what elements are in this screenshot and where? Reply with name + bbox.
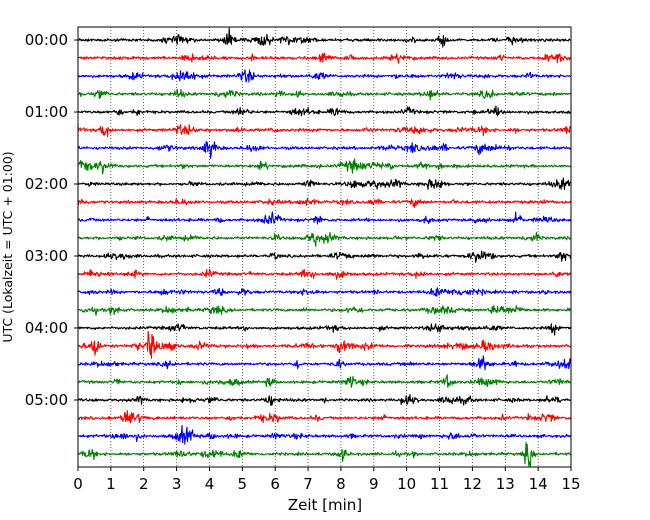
y-axis-ticks: 00:00 01:00 02:00 03:00 04:00 05:00	[25, 31, 78, 409]
y-tick-label: 05:00	[25, 391, 68, 409]
seismogram-trace	[77, 211, 572, 225]
x-tick-label: 10	[397, 475, 416, 493]
x-tick-label: 6	[270, 475, 280, 493]
seismogram-trace	[77, 124, 572, 138]
seismogram-trace	[77, 27, 572, 48]
x-tick-label: 7	[303, 475, 313, 493]
x-tick-label: 4	[205, 475, 215, 493]
x-tick-label: 11	[430, 475, 449, 493]
y-tick-label: 01:00	[25, 103, 68, 121]
seismogram-trace	[77, 231, 572, 247]
seismogram-trace	[77, 355, 572, 371]
seismogram-trace	[77, 374, 572, 388]
y-axis-label: UTC (Lokalzeit = UTC + 01:00)	[0, 151, 15, 342]
seismogram-trace	[77, 409, 572, 424]
seismogram-trace	[77, 140, 572, 159]
seismogram-trace	[77, 88, 572, 101]
x-tick-label: 1	[106, 475, 116, 493]
seismogram-trace	[77, 323, 572, 336]
seismogram-trace	[77, 105, 572, 117]
x-axis-ticks: 0 1 2 3 4 5 6 7 8 9 10 11 12 13 14 15	[73, 467, 581, 493]
x-tick-label: 15	[561, 475, 580, 493]
seismogram-trace	[77, 305, 572, 316]
seismogram-trace	[77, 394, 572, 406]
x-tick-label: 8	[336, 475, 346, 493]
trace-group	[77, 27, 572, 468]
seismogram-trace	[77, 52, 572, 64]
seismogram-trace	[77, 69, 572, 83]
seismogram-trace	[77, 287, 572, 297]
x-tick-label: 9	[369, 475, 379, 493]
x-axis-label: Zeit [min]	[288, 496, 362, 514]
x-tick-label: 2	[139, 475, 149, 493]
seismogram-trace	[77, 268, 572, 280]
y-tick-label: 02:00	[25, 175, 68, 193]
x-tick-label: 5	[238, 475, 248, 493]
seismogram-trace	[77, 177, 572, 191]
seismogram-trace	[77, 158, 572, 175]
seismogram-trace	[77, 424, 572, 445]
seismogram-trace	[77, 197, 572, 208]
y-tick-label: 04:00	[25, 319, 68, 337]
seismogram-trace	[77, 441, 572, 468]
grid-lines	[110, 27, 539, 467]
x-tick-label: 0	[73, 475, 83, 493]
x-tick-label: 3	[172, 475, 182, 493]
x-tick-label: 12	[463, 475, 482, 493]
x-tick-label: 13	[496, 475, 515, 493]
plot-frame	[77, 26, 572, 468]
y-tick-label: 03:00	[25, 247, 68, 265]
seismogram-trace	[77, 250, 572, 263]
seismogram-trace	[77, 330, 572, 359]
x-tick-label: 14	[529, 475, 548, 493]
y-tick-label: 00:00	[25, 31, 68, 49]
